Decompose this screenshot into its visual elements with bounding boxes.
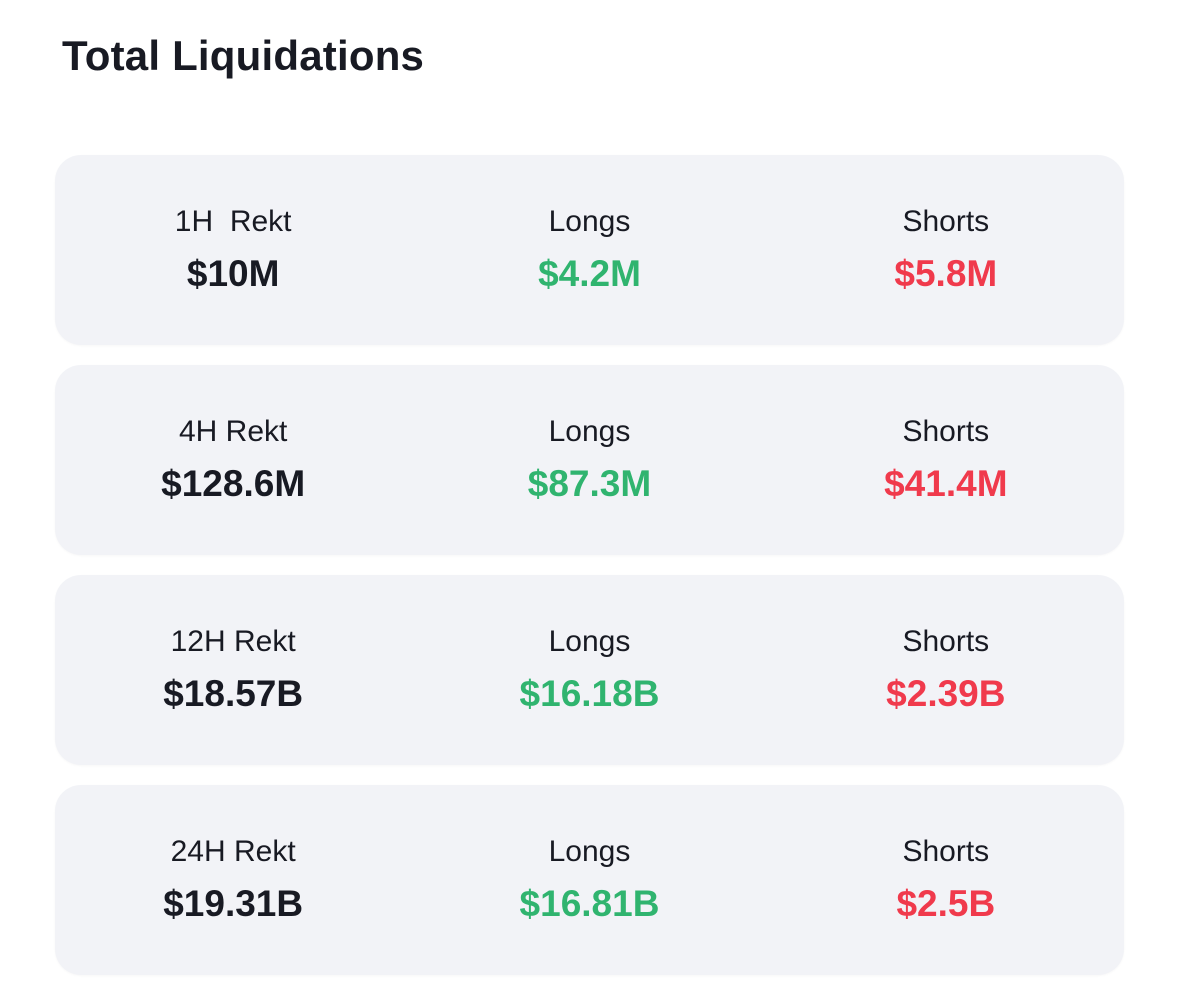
- liquidation-card-12h: 12H Rekt $18.57B Longs $16.18B Shorts $2…: [55, 575, 1124, 765]
- period-column: 1H Rekt $10M: [55, 205, 411, 295]
- total-rekt-value: $19.31B: [163, 883, 304, 924]
- shorts-column: Shorts $41.4M: [768, 415, 1124, 505]
- period-column: 24H Rekt $19.31B: [55, 835, 411, 925]
- shorts-column: Shorts $2.5B: [768, 835, 1124, 925]
- period-column: 4H Rekt $128.6M: [55, 415, 411, 505]
- period-label: 4H Rekt: [178, 415, 288, 448]
- longs-label: Longs: [548, 205, 631, 238]
- period-label: 24H Rekt: [170, 835, 296, 868]
- longs-column: Longs $4.2M: [411, 205, 767, 295]
- shorts-column: Shorts $2.39B: [768, 625, 1124, 715]
- shorts-label: Shorts: [902, 835, 990, 868]
- longs-column: Longs $16.81B: [411, 835, 767, 925]
- liquidation-cards: 1H Rekt $10M Longs $4.2M Shorts $5.8M 4H…: [55, 155, 1124, 975]
- longs-value: $4.2M: [538, 253, 641, 294]
- longs-column: Longs $87.3M: [411, 415, 767, 505]
- longs-label: Longs: [548, 415, 631, 448]
- longs-value: $87.3M: [527, 463, 652, 504]
- longs-label: Longs: [548, 835, 631, 868]
- shorts-value: $2.5B: [896, 883, 996, 924]
- total-rekt-value: $18.57B: [163, 673, 304, 714]
- liquidation-card-4h: 4H Rekt $128.6M Longs $87.3M Shorts $41.…: [55, 365, 1124, 555]
- total-rekt-value: $128.6M: [161, 463, 306, 504]
- liquidation-card-24h: 24H Rekt $19.31B Longs $16.81B Shorts $2…: [55, 785, 1124, 975]
- liquidation-card-1h: 1H Rekt $10M Longs $4.2M Shorts $5.8M: [55, 155, 1124, 345]
- longs-label: Longs: [548, 625, 631, 658]
- shorts-label: Shorts: [902, 205, 990, 238]
- shorts-label: Shorts: [902, 415, 990, 448]
- total-rekt-value: $10M: [186, 253, 280, 294]
- period-label: 12H Rekt: [170, 625, 296, 658]
- shorts-value: $5.8M: [894, 253, 998, 294]
- page-title: Total Liquidations: [62, 32, 425, 79]
- period-column: 12H Rekt $18.57B: [55, 625, 411, 715]
- shorts-column: Shorts $5.8M: [768, 205, 1124, 295]
- shorts-label: Shorts: [902, 625, 990, 658]
- longs-column: Longs $16.18B: [411, 625, 767, 715]
- shorts-value: $41.4M: [884, 463, 1008, 504]
- longs-value: $16.81B: [519, 883, 660, 924]
- period-label: 1H Rekt: [174, 205, 292, 238]
- longs-value: $16.18B: [519, 673, 660, 714]
- shorts-value: $2.39B: [886, 673, 1006, 714]
